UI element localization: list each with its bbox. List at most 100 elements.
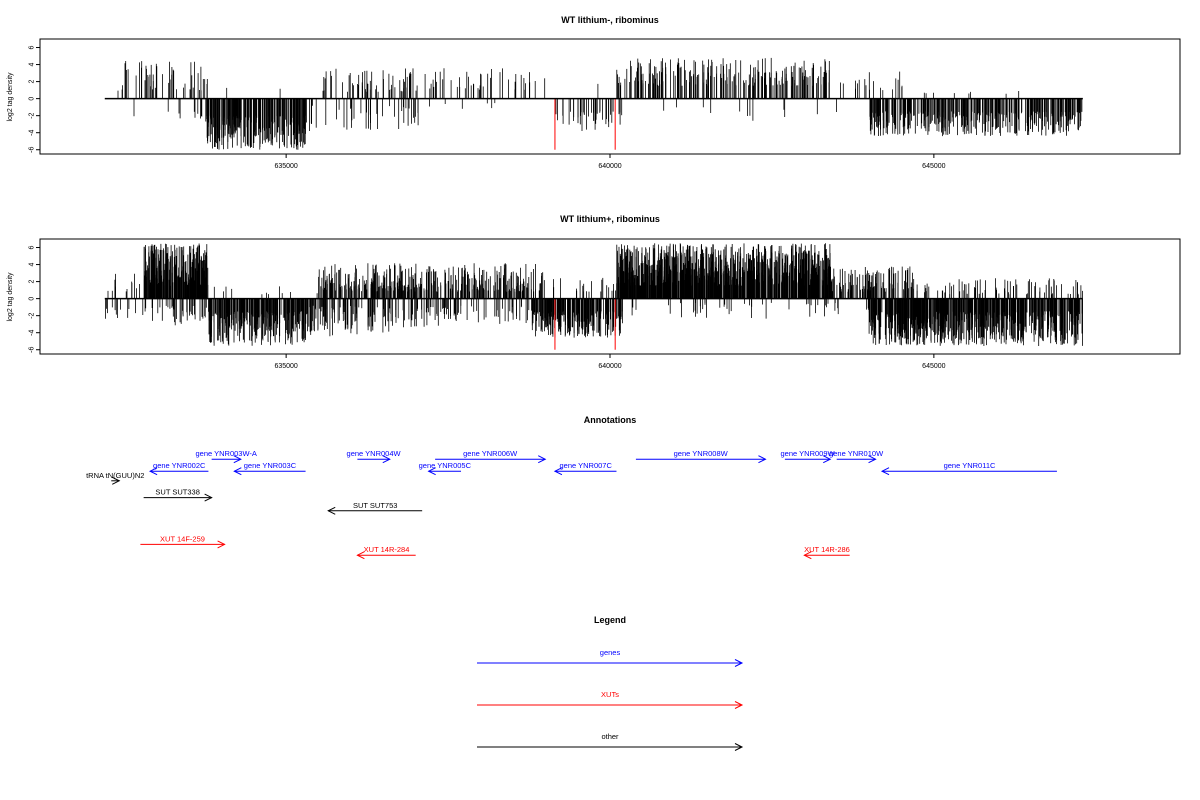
legend-label: other <box>601 732 619 741</box>
feature-label: tRNA tN(GUU)N2 <box>86 471 144 480</box>
feature-arrow <box>880 467 1057 476</box>
density-panel-lithium-minus: WT lithium-, ribominus log2 tag density … <box>7 15 1181 170</box>
feature-arrow <box>803 551 850 560</box>
feature-label: gene YNR008W <box>674 449 729 458</box>
annotation-feature: gene YNR005C <box>419 461 472 476</box>
y-tick-label: -4 <box>29 129 36 135</box>
arrow-head <box>823 455 832 464</box>
arrow-head <box>233 455 242 464</box>
feature-label: SUT SUT338 <box>155 488 199 497</box>
annotation-feature: gene YNR006W <box>435 449 547 464</box>
feature-label: gene YNR004W <box>347 449 402 458</box>
annotation-feature: gene YNR003W-A <box>196 449 257 464</box>
y-axis: 6 4 2 0 -2 -4 -6 <box>29 245 40 353</box>
feature-arrow <box>111 476 121 485</box>
legend: Legend genes XUTs other <box>477 615 744 751</box>
minus-strand-bars <box>133 98 1083 150</box>
y-axis: 6 4 2 0 -2 -4 -6 <box>29 45 40 153</box>
feature-arrow <box>836 455 877 464</box>
legend-item: other <box>477 732 744 751</box>
feature-arrow <box>327 506 423 515</box>
y-tick-label: 4 <box>29 263 36 267</box>
feature-label: XUT 14F-259 <box>160 534 205 543</box>
y-tick-label: -6 <box>29 147 36 153</box>
feature-label: gene YNR010W <box>829 449 884 458</box>
y-axis-label: log2 tag density <box>7 272 14 322</box>
arrow-head <box>112 476 121 485</box>
feature-arrow <box>357 455 391 464</box>
y-tick-label: -2 <box>29 312 36 318</box>
legend-arrow <box>477 701 744 709</box>
annotation-feature: XUT 14R-284 <box>356 545 416 560</box>
legend-label: genes <box>600 648 621 657</box>
x-axis: 635000 640000 645000 <box>274 354 946 370</box>
y-tick-label: -2 <box>29 112 36 118</box>
feature-label: gene YNR009W <box>781 449 836 458</box>
x-tick-label: 635000 <box>274 363 297 370</box>
panel-title: WT lithium+, ribominus <box>560 214 660 224</box>
arrow-head <box>734 659 744 667</box>
annotation-feature: tRNA tN(GUU)N2 <box>86 471 144 485</box>
annotation-feature: gene YNR002C <box>148 461 209 476</box>
feature-arrow <box>233 467 306 476</box>
feature-label: gene YNR003C <box>244 461 297 470</box>
density-panel-lithium-plus: WT lithium+, ribominus log2 tag density … <box>7 214 1181 370</box>
panel-title: WT lithium-, ribominus <box>561 15 659 25</box>
highlight-bars <box>554 98 616 150</box>
plus-strand-bars <box>117 57 1020 99</box>
arrow-head <box>538 455 547 464</box>
feature-label: SUT SUT753 <box>353 501 397 510</box>
annotation-features: tRNA tN(GUU)N2 gene YNR002C gene YNR003W-A… <box>86 449 1057 560</box>
legend-item: genes <box>477 648 744 667</box>
annotation-feature: gene YNR011C <box>880 461 1057 476</box>
x-tick-label: 640000 <box>598 363 621 370</box>
annotation-feature: gene YNR009W <box>781 449 836 464</box>
y-tick-label: -6 <box>29 347 36 353</box>
y-tick-label: 0 <box>29 297 36 301</box>
annotation-feature: SUT SUT753 <box>327 501 423 515</box>
arrow-head <box>553 467 563 476</box>
annotation-feature: gene YNR010W <box>829 449 884 464</box>
arrow-head <box>217 540 226 549</box>
arrow-head <box>758 455 767 464</box>
feature-arrow <box>356 551 416 560</box>
highlight-bars <box>554 298 616 350</box>
annotation-feature: XUT 14R-286 <box>803 545 850 560</box>
arrow-head <box>382 455 391 464</box>
x-axis: 635000 640000 645000 <box>274 154 946 170</box>
arrow-head <box>868 455 877 464</box>
feature-arrow <box>143 493 213 502</box>
legend-title: Legend <box>594 615 626 625</box>
arrow-head <box>327 506 336 515</box>
arrow-head <box>427 467 436 476</box>
x-tick-label: 645000 <box>922 163 945 170</box>
feature-arrow <box>140 540 226 549</box>
feature-label: gene YNR007C <box>560 461 613 470</box>
annotation-feature: gene YNR004W <box>347 449 402 464</box>
feature-arrow <box>427 467 462 476</box>
feature-label: gene YNR005C <box>419 461 472 470</box>
y-tick-label: 6 <box>29 45 36 49</box>
arrow-head <box>734 743 744 751</box>
feature-arrow <box>784 455 832 464</box>
arrow-head <box>734 701 744 709</box>
y-tick-label: 4 <box>29 63 36 67</box>
arrow-head <box>880 467 890 476</box>
annotation-feature: gene YNR007C <box>553 461 617 476</box>
y-tick-label: 2 <box>29 80 36 84</box>
arrow-head <box>356 551 365 560</box>
legend-item: XUTs <box>477 690 744 709</box>
annotation-feature: SUT SUT338 <box>143 488 213 502</box>
x-tick-label: 635000 <box>274 163 297 170</box>
feature-label: gene YNR011C <box>944 461 996 470</box>
y-tick-label: 0 <box>29 97 36 101</box>
feature-label: gene YNR003W-A <box>196 449 257 458</box>
feature-label: XUT 14R-284 <box>364 545 410 554</box>
feature-label: XUT 14R-286 <box>804 545 850 554</box>
minus-strand-bars <box>105 298 1083 346</box>
feature-arrow <box>148 467 209 476</box>
arrow-head <box>803 551 812 560</box>
feature-label: gene YNR002C <box>153 461 206 470</box>
feature-arrow <box>211 455 242 464</box>
